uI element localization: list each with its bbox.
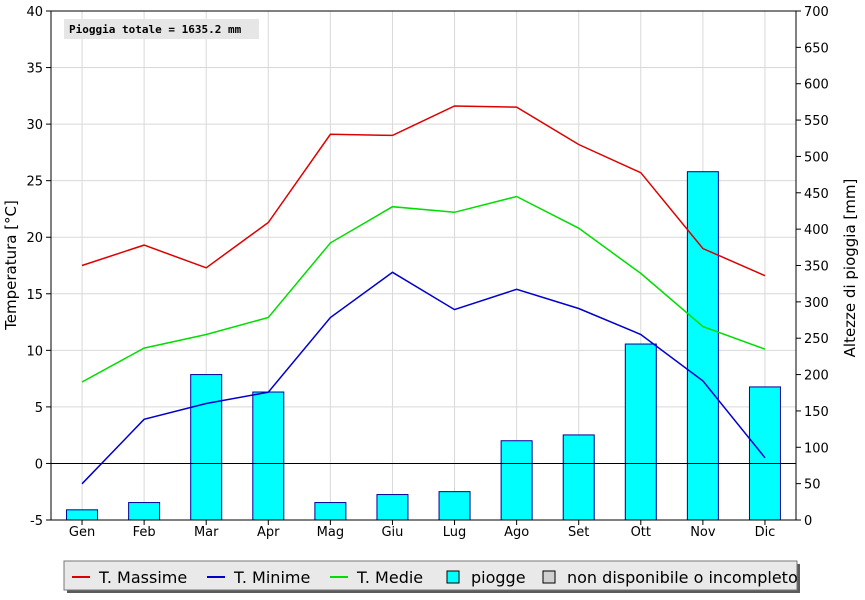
right-tick-label: 100 [804, 441, 829, 456]
left-tick-label: 0 [35, 457, 43, 472]
rain-bar [562, 434, 595, 521]
x-tick-label: Lug [443, 525, 467, 540]
right-tick-label: 150 [804, 405, 829, 420]
rain-bar [128, 502, 161, 521]
right-tick-label: 450 [804, 187, 829, 202]
left-tick-label: 10 [26, 344, 43, 359]
left-axis-label: Temperatura [°C] [2, 200, 20, 331]
left-tick-label: 25 [26, 175, 43, 190]
right-tick-label: 50 [804, 478, 821, 493]
left-tick-label: 15 [26, 288, 43, 303]
right-axis-label: Altezze di pioggia [mm] [841, 179, 859, 358]
right-tick-label: 300 [804, 296, 829, 311]
rain-bar [376, 494, 409, 521]
legend-label: T. Medie [356, 568, 423, 587]
left-tick-label: 20 [26, 231, 43, 246]
x-tick-label: Feb [133, 525, 156, 540]
right-tick-label: 200 [804, 369, 829, 384]
x-tick-label: Giu [381, 525, 403, 540]
rain-bar [500, 440, 533, 521]
legend-label: non disponibile o incompleto [567, 568, 798, 587]
x-axis-ticks: Gen Feb Mar Apr Mag Giu Lug Ago Set Ott Nov Dic [69, 520, 775, 540]
right-axis-ticks: 0 50 100 150 200 250 300 350 400 450 500 550 600 650 7… [796, 5, 829, 529]
legend: T. Massime T. Minime T. Medie piogge non dis… [63, 560, 800, 593]
x-tick-label: Set [568, 525, 589, 540]
rain-bar [748, 386, 781, 521]
x-tick-label: Nov [690, 525, 716, 540]
right-tick-label: 550 [804, 114, 829, 129]
rain-bar [252, 391, 285, 521]
x-tick-label: Dic [755, 525, 776, 540]
right-tick-label: 700 [804, 5, 829, 20]
rain-bar [314, 502, 347, 521]
right-tick-label: 0 [804, 514, 812, 529]
x-tick-label: Apr [257, 525, 280, 540]
series-line [81, 271, 766, 485]
left-tick-label: 40 [26, 5, 43, 20]
legend-swatch [446, 570, 460, 584]
annotation-box [64, 19, 259, 39]
left-tick-label: 35 [26, 62, 43, 77]
right-tick-label: 250 [804, 332, 829, 347]
series-line [81, 105, 766, 277]
right-tick-label: 350 [804, 260, 829, 275]
rain-bar [624, 343, 657, 521]
rain-total-annotation: Pioggia totale = 1635.2 mm [69, 23, 242, 36]
x-tick-label: Mar [194, 525, 219, 540]
right-tick-label: 600 [804, 78, 829, 93]
rain-bars [66, 171, 781, 521]
series-line [81, 195, 766, 383]
legend-box [63, 560, 798, 591]
rain-bar [190, 374, 223, 521]
right-tick-label: 400 [804, 223, 829, 238]
left-axis-ticks: -5 0 5 10 15 20 25 30 35 40 [26, 5, 51, 529]
plot-border [50, 10, 797, 521]
temperature-lines [81, 105, 766, 485]
legend-label: T. Massime [98, 568, 187, 587]
x-tick-label: Mag [317, 525, 344, 540]
legend-label: piogge [471, 568, 526, 587]
legend-swatch [542, 570, 556, 584]
plot-frame [50, 10, 797, 521]
right-tick-label: 650 [804, 41, 829, 56]
right-tick-label: 500 [804, 150, 829, 165]
x-tick-label: Gen [69, 525, 95, 540]
left-tick-label: 30 [26, 118, 43, 133]
rain-bar [438, 491, 471, 521]
x-tick-label: Ott [631, 525, 651, 540]
rain-bar [686, 171, 719, 521]
legend-label: T. Minime [233, 568, 310, 587]
rain-bar [66, 509, 99, 521]
grid [51, 10, 796, 521]
x-tick-label: Ago [504, 525, 529, 540]
left-tick-label: 5 [35, 401, 43, 416]
left-tick-label: -5 [30, 514, 43, 529]
